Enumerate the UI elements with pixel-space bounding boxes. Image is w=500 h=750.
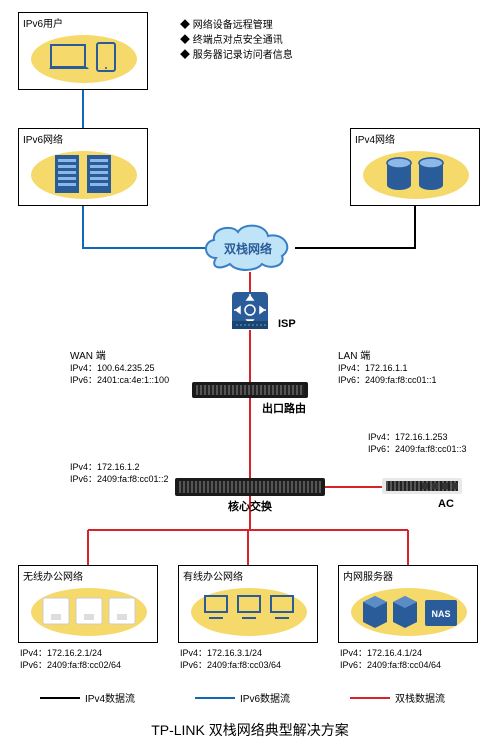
lan-info: LAN 端 IPv4：172.16.1.1 IPv6：2409:fa:f8:cc… — [338, 350, 437, 386]
ellipse-servers — [351, 588, 467, 636]
bullet-1: 终端点对点安全通讯 — [180, 33, 293, 48]
label-cloud: 双栈网络 — [224, 240, 272, 257]
label-ac: AC — [438, 498, 454, 510]
ac-ipv6: IPv6：2409:fa:f8:cc01::3 — [368, 444, 467, 456]
wan-info: WAN 端 IPv4：100.64.235.25 IPv6：2401:ca:4e… — [70, 350, 169, 386]
bullet-0: 网络设备远程管理 — [180, 18, 293, 33]
legend-ipv4-text: IPv4数据流 — [85, 690, 135, 705]
wireless-ipv4: IPv4：172.16.2.1/24 — [20, 648, 121, 660]
ac-ipv4: IPv4：172.16.1.253 — [368, 432, 467, 444]
ac-ports — [382, 478, 462, 494]
ellipse-ipv6-net — [31, 151, 137, 199]
wired-ipv6: IPv6：2409:fa:f8:cc03/64 — [180, 660, 281, 672]
label-ipv6-net: IPv6网络 — [23, 131, 63, 146]
label-router: 出口路由 — [262, 400, 306, 416]
node-ipv6-net: IPv6网络 — [18, 128, 148, 206]
node-wired: 有线办公网络 — [178, 565, 318, 643]
servers-ip-info: IPv4：172.16.4.1/24 IPv6：2409:fa:f8:cc04/… — [340, 648, 441, 671]
ellipse-wired — [191, 588, 307, 636]
legend-dual: 双栈数据流 — [350, 690, 445, 705]
legend-ipv6-text: IPv6数据流 — [240, 690, 290, 705]
ellipse-wireless — [31, 588, 147, 636]
node-servers: 内网服务器 NAS — [338, 565, 478, 643]
wan-ipv6: IPv6：2401:ca:4e:1::100 — [70, 375, 169, 387]
label-ipv4-net: IPv4网络 — [355, 131, 395, 146]
label-ipv6-user: IPv6用户 — [23, 15, 63, 30]
servers-ipv6: IPv6：2409:fa:f8:cc04/64 — [340, 660, 441, 672]
label-wired: 有线办公网络 — [183, 568, 243, 583]
switch-ip-info: IPv4：172.16.1.2 IPv6：2409:fa:f8:cc01::2 — [70, 462, 169, 485]
wireless-ip-info: IPv4：172.16.2.1/24 IPv6：2409:fa:f8:cc02/… — [20, 648, 121, 671]
lan-ipv6: IPv6：2409:fa:f8:cc01::1 — [338, 375, 437, 387]
wired-ip-info: IPv4：172.16.3.1/24 IPv6：2409:fa:f8:cc03/… — [180, 648, 281, 671]
lan-title: LAN 端 — [338, 350, 437, 363]
isp-icon — [228, 288, 272, 332]
lan-ipv4: IPv4：172.16.1.1 — [338, 363, 437, 375]
wan-ipv4: IPv4：100.64.235.25 — [70, 363, 169, 375]
ellipse-ipv4-net — [363, 151, 469, 199]
ellipse-ipv6-user — [31, 35, 137, 83]
legend-ipv4: IPv4数据流 — [40, 690, 135, 705]
label-servers: 内网服务器 — [343, 568, 393, 583]
bullet-2: 服务器记录访问者信息 — [180, 48, 293, 63]
label-wireless: 无线办公网络 — [23, 568, 83, 583]
feature-bullets: 网络设备远程管理 终端点对点安全通讯 服务器记录访问者信息 — [180, 18, 293, 63]
label-switch: 核心交换 — [228, 498, 272, 514]
switch-ipv6: IPv6：2409:fa:f8:cc01::2 — [70, 474, 169, 486]
router-device — [192, 382, 308, 398]
wired-ipv4: IPv4：172.16.3.1/24 — [180, 648, 281, 660]
switch-device — [175, 478, 325, 496]
servers-ipv4: IPv4：172.16.4.1/24 — [340, 648, 441, 660]
page-title: TP-LINK 双栈网络典型解决方案 — [0, 720, 500, 740]
wireless-ipv6: IPv6：2409:fa:f8:cc02/64 — [20, 660, 121, 672]
node-ipv6-user: IPv6用户 — [18, 12, 148, 90]
legend-ipv6: IPv6数据流 — [195, 690, 290, 705]
ac-ip-info: IPv4：172.16.1.253 IPv6：2409:fa:f8:cc01::… — [368, 432, 467, 455]
label-isp: ISP — [278, 318, 296, 330]
legend-dual-text: 双栈数据流 — [395, 690, 445, 705]
switch-ipv4: IPv4：172.16.1.2 — [70, 462, 169, 474]
node-ipv4-net: IPv4网络 — [350, 128, 480, 206]
wan-title: WAN 端 — [70, 350, 169, 363]
node-wireless: 无线办公网络 — [18, 565, 158, 643]
